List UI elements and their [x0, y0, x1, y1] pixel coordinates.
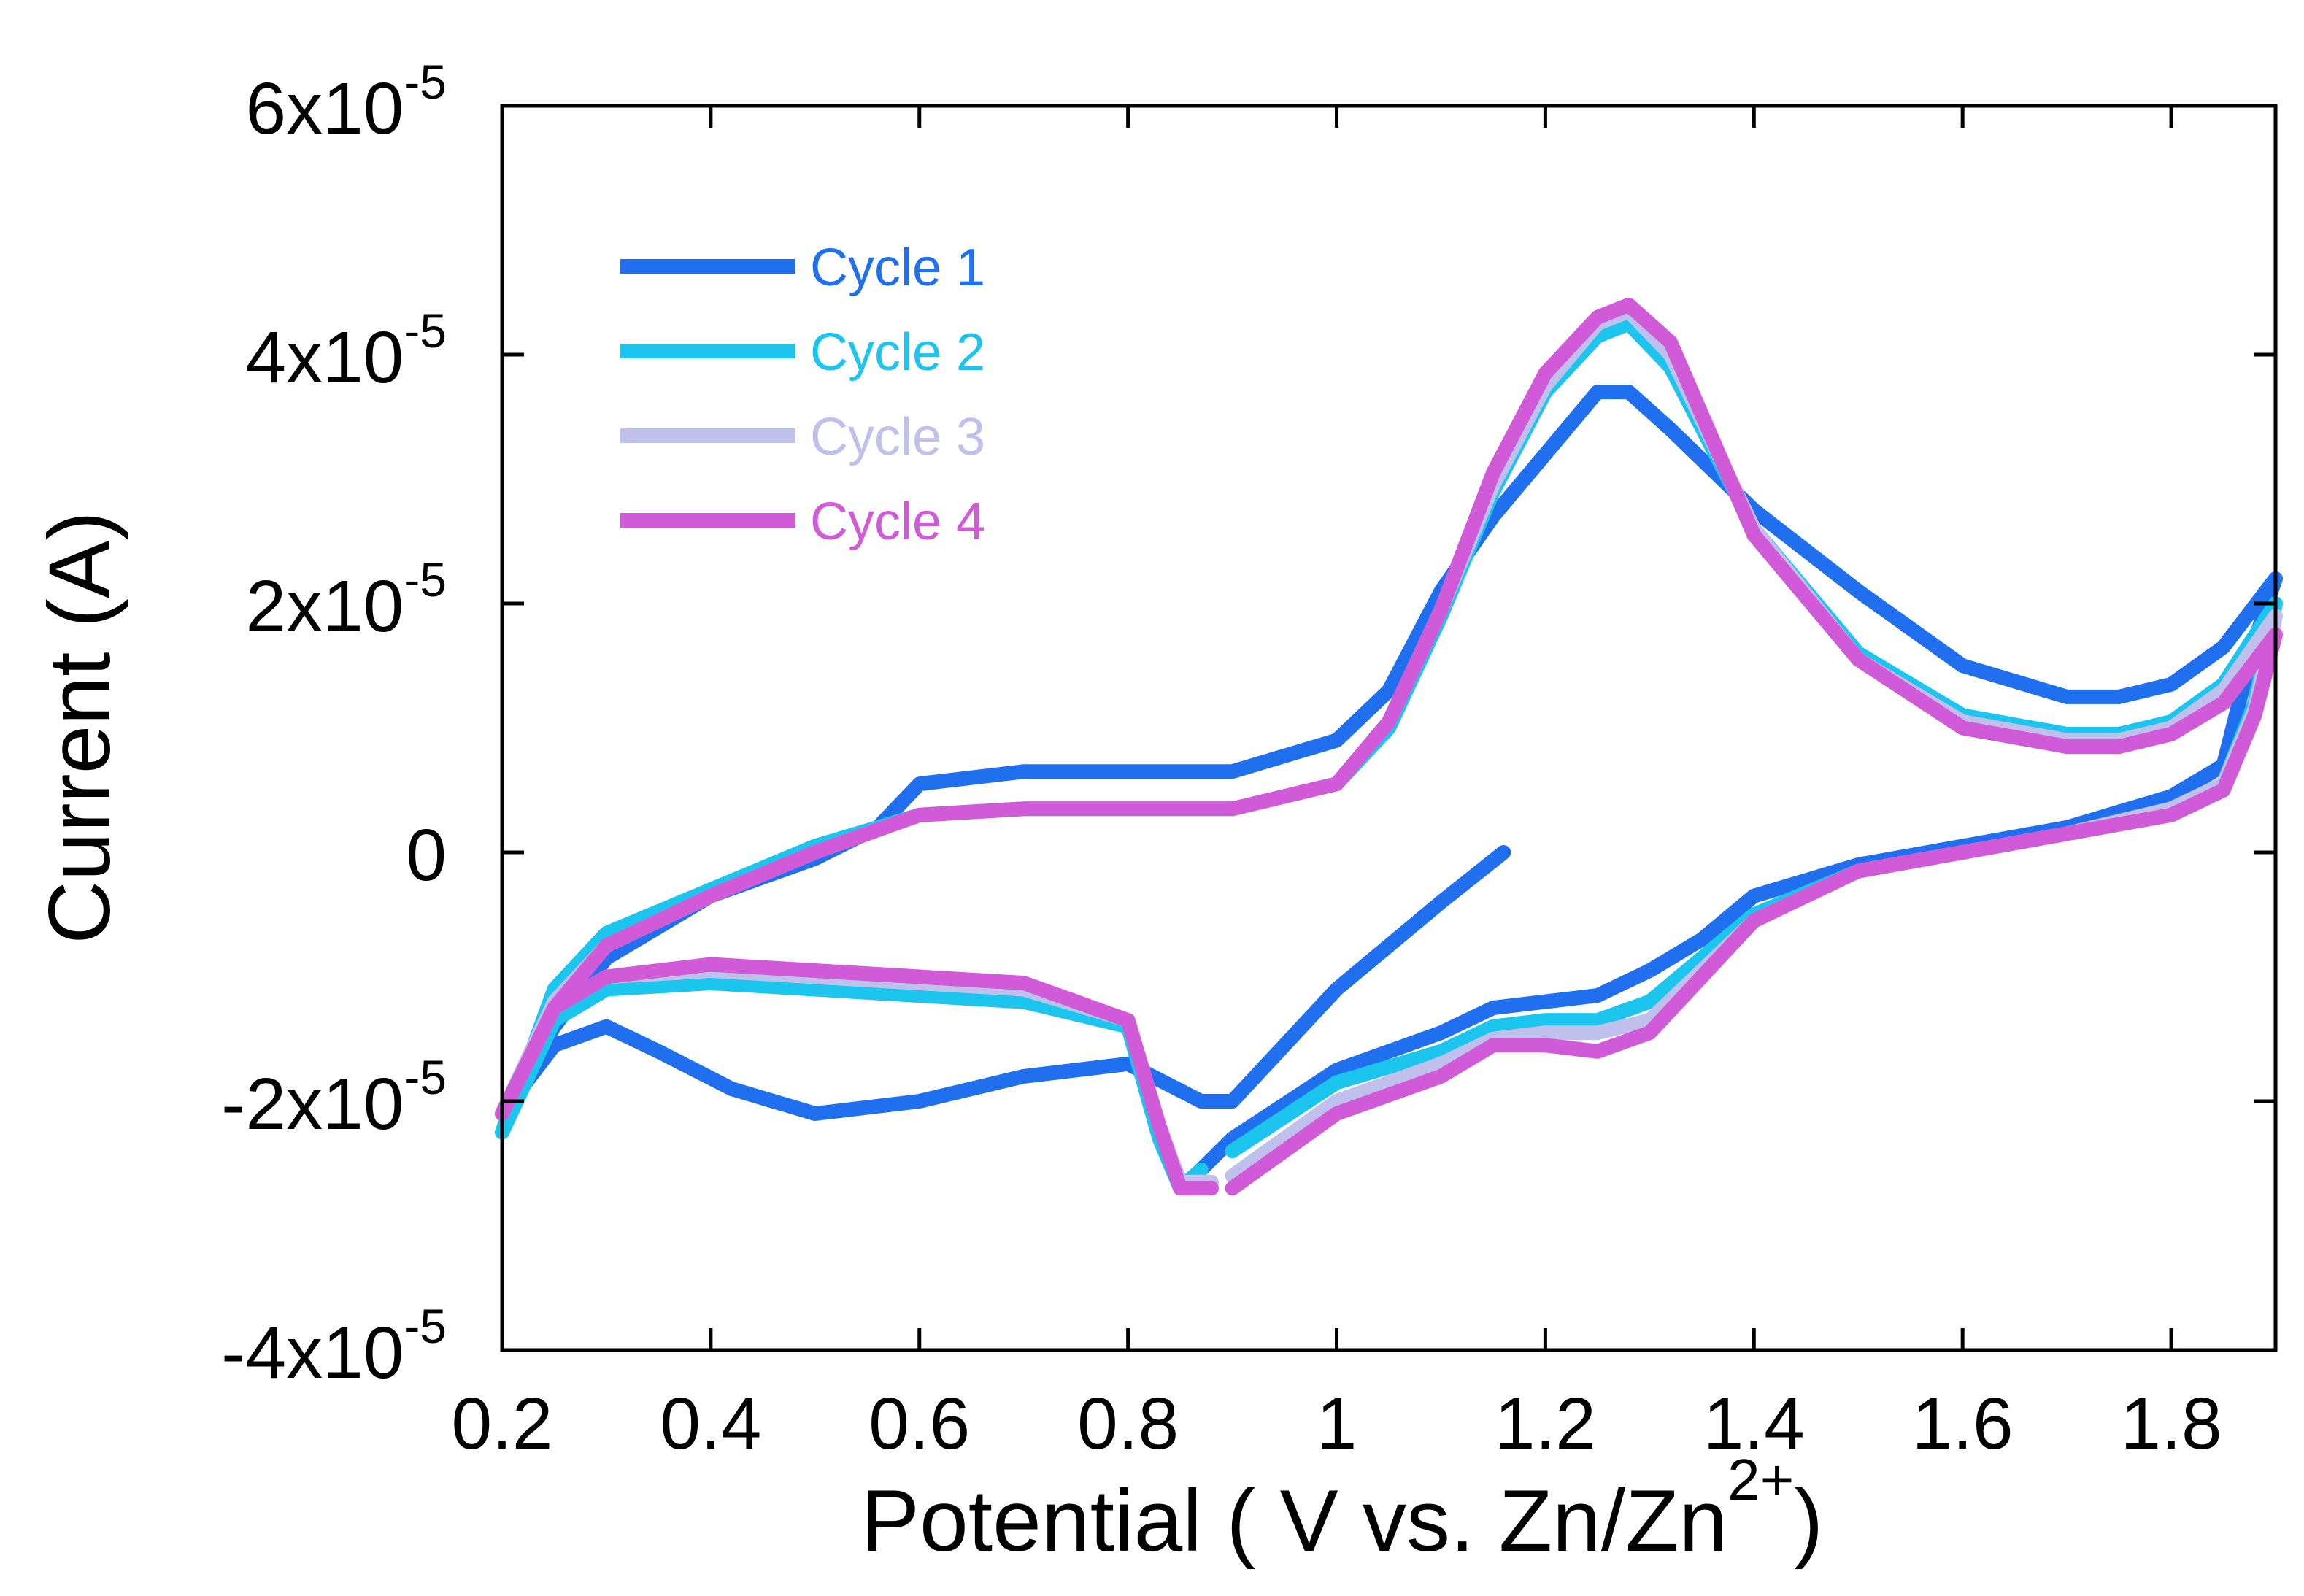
x-axis-label-close: ) [1794, 1472, 1823, 1570]
series-line-cycle-1 [495, 385, 2283, 1177]
x-tick-label: 1.6 [1912, 1383, 2014, 1465]
y-tick-label: 4x10-5 [245, 304, 447, 398]
x-tick-label: 0.2 [451, 1383, 552, 1465]
x-tick-label: 0.8 [1077, 1383, 1179, 1465]
legend-label-cycle-1: Cycle 1 [810, 239, 985, 297]
legend-label-cycle-3: Cycle 3 [810, 408, 985, 466]
legend-label-cycle-2: Cycle 2 [810, 323, 985, 382]
ticks-layer: 0.2 0.4 0.6 0.8 1 1.2 1.4 1.6 1.8 6x10-5 4x10-5 2x1… [221, 55, 2276, 1465]
y-axis-label: Current (A) [31, 511, 128, 944]
legend: Cycle 1 Cycle 2 Cycle 3 Cycle 4 [620, 239, 985, 551]
x-tick-label: 1.4 [1703, 1383, 1805, 1465]
x-axis-label: Potential ( V vs. Zn/Zn2+) [861, 1447, 1823, 1570]
y-tick-label: -4x10-5 [221, 1299, 447, 1394]
x-tick-label: 1 [1317, 1383, 1357, 1465]
series-layer [495, 297, 2283, 1196]
y-tick-label: 6x10-5 [245, 55, 447, 150]
y-tick-label: 0 [406, 814, 447, 896]
x-tick-label: 1.8 [2121, 1383, 2222, 1465]
y-tick-label: -2x10-5 [221, 1050, 447, 1145]
x-tick-label: 0.6 [868, 1383, 970, 1465]
y-tick-label: 2x10-5 [245, 552, 447, 647]
series-line-cycle-4 [495, 297, 2283, 1196]
x-tick-label: 1.2 [1495, 1383, 1596, 1465]
x-tick-label: 0.4 [660, 1383, 761, 1465]
legend-label-cycle-4: Cycle 4 [810, 493, 985, 551]
plot-frame [500, 104, 2278, 1352]
x-axis-label-sup: 2+ [1727, 1447, 1794, 1512]
x-axis-label-main: Potential ( V vs. Zn/Zn [861, 1472, 1727, 1570]
